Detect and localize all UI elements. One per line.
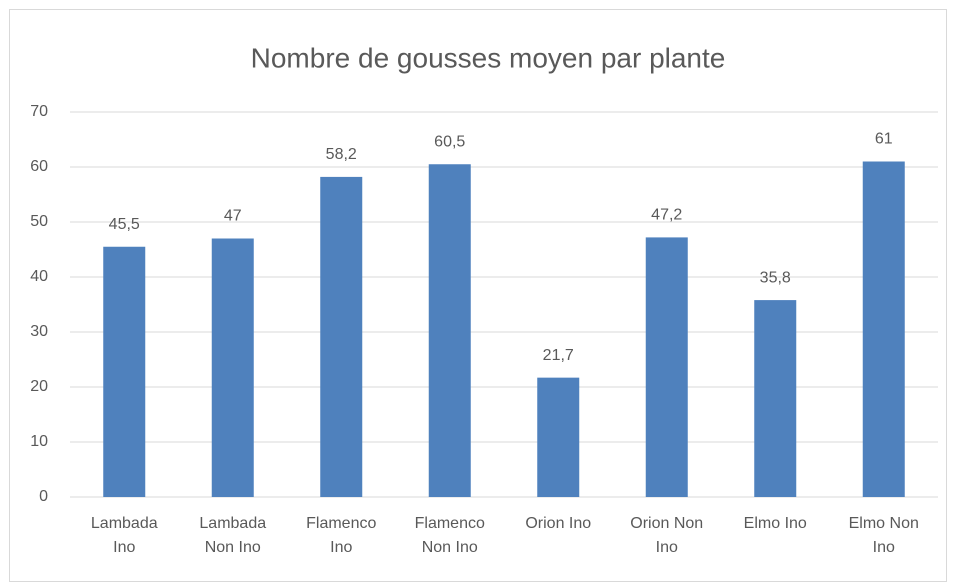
data-label: 58,2 <box>326 146 357 163</box>
data-label: 35,8 <box>760 269 791 286</box>
y-tick-label: 20 <box>30 378 48 395</box>
data-label: 61 <box>875 131 893 148</box>
y-tick-label: 0 <box>39 488 48 505</box>
bar <box>211 238 254 497</box>
bar <box>320 176 363 497</box>
bar <box>754 300 797 497</box>
bar <box>103 246 146 497</box>
chart-title: Nombre de gousses moyen par plante <box>251 42 726 73</box>
x-tick-label: Elmo Ino <box>743 515 807 532</box>
bar <box>428 164 471 497</box>
y-tick-label: 70 <box>30 103 48 120</box>
x-tick-label: Lambada Non Ino <box>199 515 267 556</box>
x-tick-label: Flamenco Non Ino <box>414 515 485 556</box>
y-tick-label: 50 <box>30 213 48 230</box>
x-tick-label: Lambada Ino <box>90 515 158 556</box>
y-tick-label: 60 <box>30 158 48 175</box>
y-tick-label: 10 <box>30 433 48 450</box>
x-tick-label: Orion Ino <box>525 515 592 532</box>
data-label: 47 <box>224 208 242 225</box>
data-label: 60,5 <box>434 133 465 150</box>
x-tick-label: Orion Non Ino <box>630 515 704 556</box>
y-tick-label: 30 <box>30 323 48 340</box>
bar <box>537 377 580 497</box>
bar <box>645 237 688 497</box>
x-tick-label: Flamenco Ino <box>306 515 377 556</box>
data-label: 21,7 <box>543 347 574 364</box>
chart-border <box>9 9 947 582</box>
data-label: 47,2 <box>651 207 682 224</box>
x-tick-label: Elmo Non Ino <box>848 515 919 556</box>
data-label: 45,5 <box>109 216 140 233</box>
bar <box>862 161 905 497</box>
y-tick-label: 40 <box>30 268 48 285</box>
